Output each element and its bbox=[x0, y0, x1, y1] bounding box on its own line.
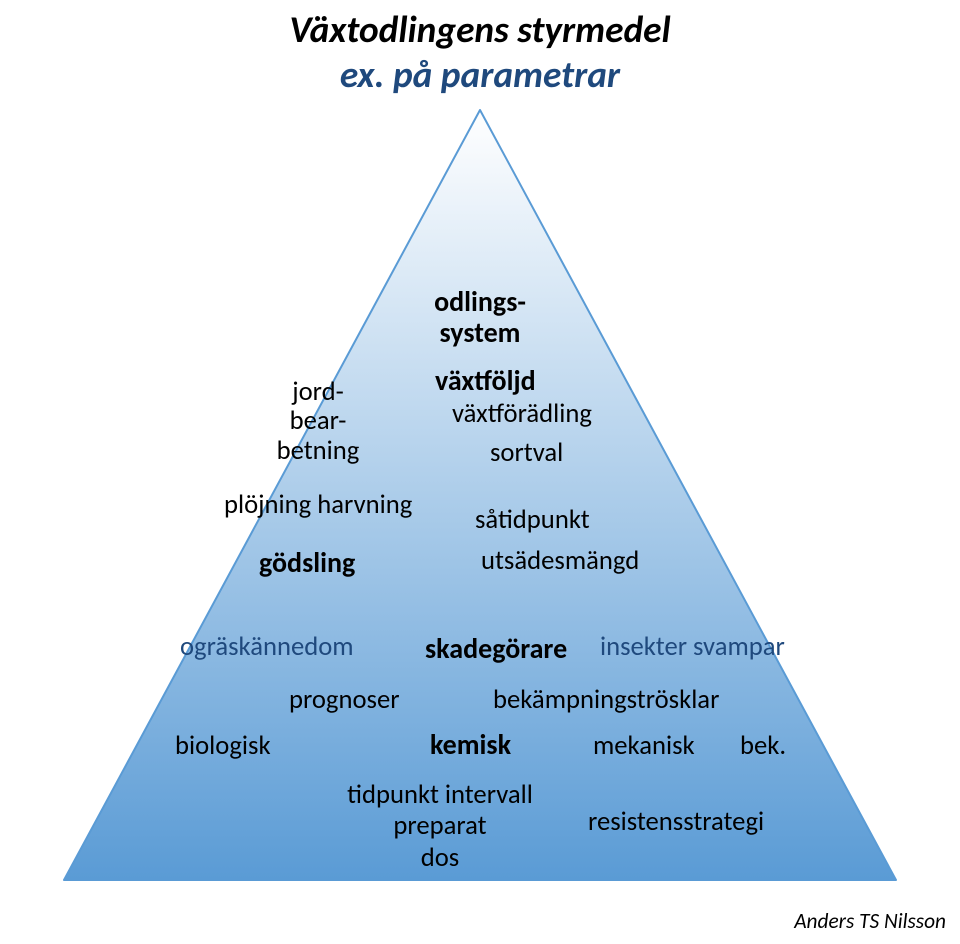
label-biologisk: biologisk bbox=[175, 730, 271, 762]
label-bekampningstrosklar: bekämpningströsklar bbox=[493, 684, 719, 716]
label-godsling: gödsling bbox=[259, 545, 355, 580]
label-bek: bek. bbox=[740, 730, 786, 762]
label-insekter-svampar: insekter svampar bbox=[600, 631, 785, 663]
label-prognoser: prognoser bbox=[289, 684, 400, 716]
label-skadegorare: skadegörare bbox=[425, 631, 567, 666]
label-resistensstrategi: resistensstrategi bbox=[588, 806, 764, 838]
author-footer: Anders TS Nilsson bbox=[794, 908, 946, 934]
title-line1: Växtodlingens styrmedel bbox=[0, 8, 960, 53]
page-title: Växtodlingens styrmedel ex. på parametra… bbox=[0, 8, 960, 98]
label-odlingssystem: odlings- system bbox=[0, 287, 960, 349]
label-kemisk: kemisk bbox=[430, 727, 511, 762]
diagram-stage: Växtodlingens styrmedel ex. på parametra… bbox=[0, 0, 960, 944]
label-ograskannedom: ogräskännedom bbox=[180, 631, 354, 663]
label-utsadesmangd: utsädesmängd bbox=[481, 545, 639, 577]
label-vaxtforadling: växtförädling bbox=[452, 398, 592, 430]
label-vaxtfoljd: växtföljd bbox=[435, 363, 536, 398]
label-jordbearbetning: jord- bear- betning bbox=[238, 378, 398, 466]
label-tidpunkt-block: tidpunkt intervall preparat dos bbox=[310, 780, 570, 874]
title-line2: ex. på parametrar bbox=[0, 53, 960, 98]
label-mekanisk: mekanisk bbox=[593, 730, 695, 762]
label-sortval: sortval bbox=[490, 437, 563, 469]
label-plojning-harvning: plöjning harvning bbox=[224, 489, 412, 521]
label-satidpunkt: såtidpunkt bbox=[475, 504, 590, 536]
